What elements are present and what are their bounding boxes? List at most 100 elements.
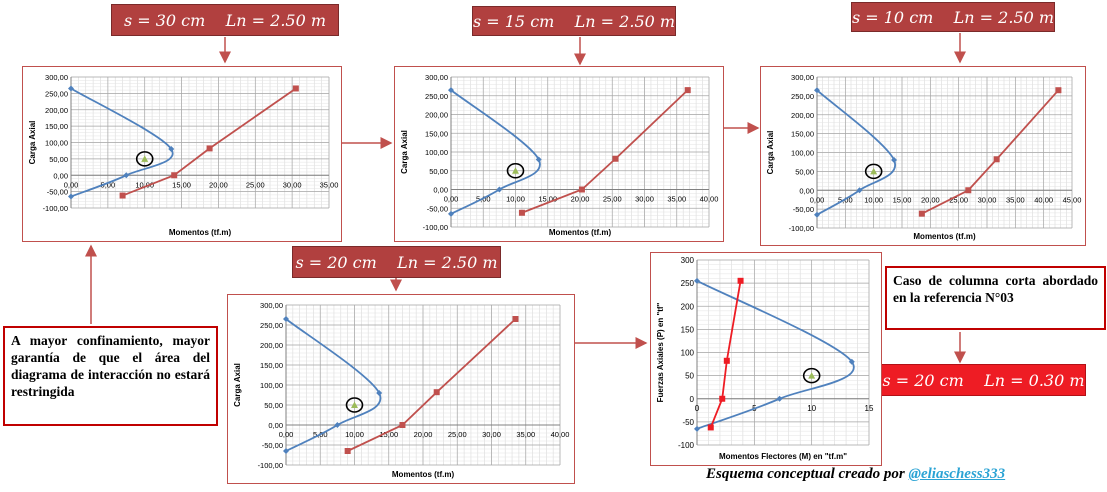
series-2-marker: [719, 395, 726, 402]
y-tick-label: 150,00: [45, 122, 68, 131]
x-tick-label: 15,00: [538, 195, 557, 204]
y-tick-label: 250,00: [45, 89, 68, 98]
y-tick-label: 100,00: [425, 148, 448, 157]
y-tick-label: 50,00: [795, 167, 814, 176]
y-tick-label: 150,00: [260, 361, 283, 370]
chart-s10: -100,00-50,000,0050,00100,00150,00200,00…: [766, 73, 1082, 241]
x-tick-label: 40,00: [1034, 195, 1053, 204]
y-tick-label: 300,00: [425, 73, 448, 82]
y-tick-label: 100,00: [45, 139, 68, 148]
x-tick-label: 15: [865, 404, 874, 413]
y-tick-label: 200,00: [260, 341, 283, 350]
series-1-marker: [334, 422, 341, 428]
x-tick-label: 10,00: [345, 430, 364, 439]
y-tick-label: 100,00: [791, 149, 814, 158]
x-tick-label: 35,00: [320, 180, 339, 189]
series-2-marker: [965, 187, 972, 194]
footer-credit: Esquema conceptual creado por @eliasches…: [706, 466, 1005, 483]
series-1-marker: [694, 277, 700, 284]
demand-point-marker: [351, 401, 358, 408]
y-tick-label: 150,00: [791, 130, 814, 139]
y-tick-label: 250,00: [260, 321, 283, 330]
series-line-2: [709, 280, 742, 428]
series-1-marker: [123, 172, 130, 179]
y-tick-label: 250: [681, 279, 695, 288]
y-tick-label: 50,00: [264, 401, 283, 410]
y-tick-label: 300: [681, 256, 695, 265]
y-tick-label: 150,00: [425, 129, 448, 138]
series-2-marker: [171, 172, 178, 179]
demand-point-marker: [512, 167, 519, 174]
series-1-marker: [168, 146, 175, 153]
series-1-marker: [448, 210, 454, 217]
series-1-marker: [891, 157, 898, 164]
y-tick-label: 200,00: [45, 106, 68, 115]
y-tick-label: 0,00: [433, 186, 448, 195]
x-tick-label: 25,00: [448, 430, 467, 439]
y-tick-label: 300,00: [45, 73, 68, 82]
y-tick-label: -50,00: [47, 188, 68, 197]
series-line-1: [450, 89, 541, 215]
y-tick-label: 0,00: [53, 171, 68, 180]
series-1-marker: [535, 156, 542, 163]
series-1-marker: [376, 390, 383, 396]
x-tick-label: 5,00: [101, 180, 116, 189]
chart-panel-short-column: -100 -50 0 50 100 150 200 250 300 0 5 10 15 Momentos …: [650, 252, 882, 466]
chart-panel-s30: -100,00 -50,00 0,00 50,00 100,00 150,00 200,00…: [22, 66, 342, 242]
chart-panel-s20: -100,00 -50,00 0,00 50,00 100,00 150,00 200,00…: [227, 294, 575, 484]
author-handle-link[interactable]: @eliaschess333: [908, 466, 1006, 482]
chart-s15: -100,00-50,000,0050,00100,00150,00200,00…: [400, 73, 719, 237]
y-tick-label: 250,00: [791, 92, 814, 101]
y-tick-label: -50,00: [427, 204, 448, 213]
x-tick-label: 30,00: [482, 430, 501, 439]
y-tick-label: 200,00: [791, 111, 814, 120]
y-axis-title: Carga Axial: [233, 363, 242, 407]
x-tick-label: 15,00: [379, 430, 398, 439]
x-tick-label: 10,00: [864, 195, 883, 204]
series-2-marker: [518, 209, 525, 216]
x-tick-label: 20,00: [571, 195, 590, 204]
y-tick-label: 50,00: [49, 155, 68, 164]
x-tick-label: 45,00: [1063, 195, 1082, 204]
demand-point-circle: [864, 163, 883, 180]
y-tick-label: 50: [685, 372, 694, 381]
x-tick-label: 0: [695, 404, 700, 413]
demand-point-marker: [141, 155, 149, 162]
series-line-1: [70, 87, 174, 198]
series-2-marker: [399, 422, 406, 428]
x-tick-label: 25,00: [949, 195, 968, 204]
series-2-marker: [512, 316, 519, 322]
y-tick-label: 0: [690, 395, 695, 404]
note-confinement: A mayor confinamiento, mayor garantía de…: [3, 326, 218, 426]
x-tick-label: 20,00: [414, 430, 433, 439]
x-tick-label: 30,00: [283, 180, 302, 189]
series-1-marker: [283, 316, 289, 322]
series-2-marker: [578, 186, 585, 193]
label-s20: s = 20 cm Ln = 2.50 m: [292, 246, 501, 278]
footer-text: Esquema conceptual creado por: [706, 466, 909, 482]
x-tick-label: 20,00: [921, 195, 940, 204]
demand-point-marker: [870, 167, 878, 175]
series-1-marker: [68, 193, 74, 200]
series-2-marker: [612, 155, 619, 162]
y-axis-title: Carga Axial: [400, 130, 409, 174]
x-axis-title: Momentos (tf.m): [392, 470, 455, 479]
y-tick-label: 100,00: [260, 381, 283, 390]
demand-point-circle: [345, 397, 364, 413]
series-2-marker: [707, 424, 714, 431]
series-2-marker: [344, 448, 351, 454]
series-1-marker: [848, 358, 855, 365]
x-tick-label: 0,00: [279, 430, 294, 439]
x-tick-label: 40,00: [700, 195, 719, 204]
x-tick-label: 10: [807, 404, 816, 413]
y-tick-label: 0,00: [799, 186, 814, 195]
y-tick-label: 250,00: [425, 92, 448, 101]
x-tick-label: 20,00: [209, 180, 228, 189]
note-short-column-case: Caso de columna corta abordado en la ref…: [885, 266, 1106, 330]
demand-point-circle: [802, 367, 821, 384]
y-tick-label: 100: [681, 349, 695, 358]
series-1-marker: [68, 85, 74, 92]
y-tick-label: -100,00: [43, 204, 68, 213]
demand-point-circle: [506, 162, 525, 179]
